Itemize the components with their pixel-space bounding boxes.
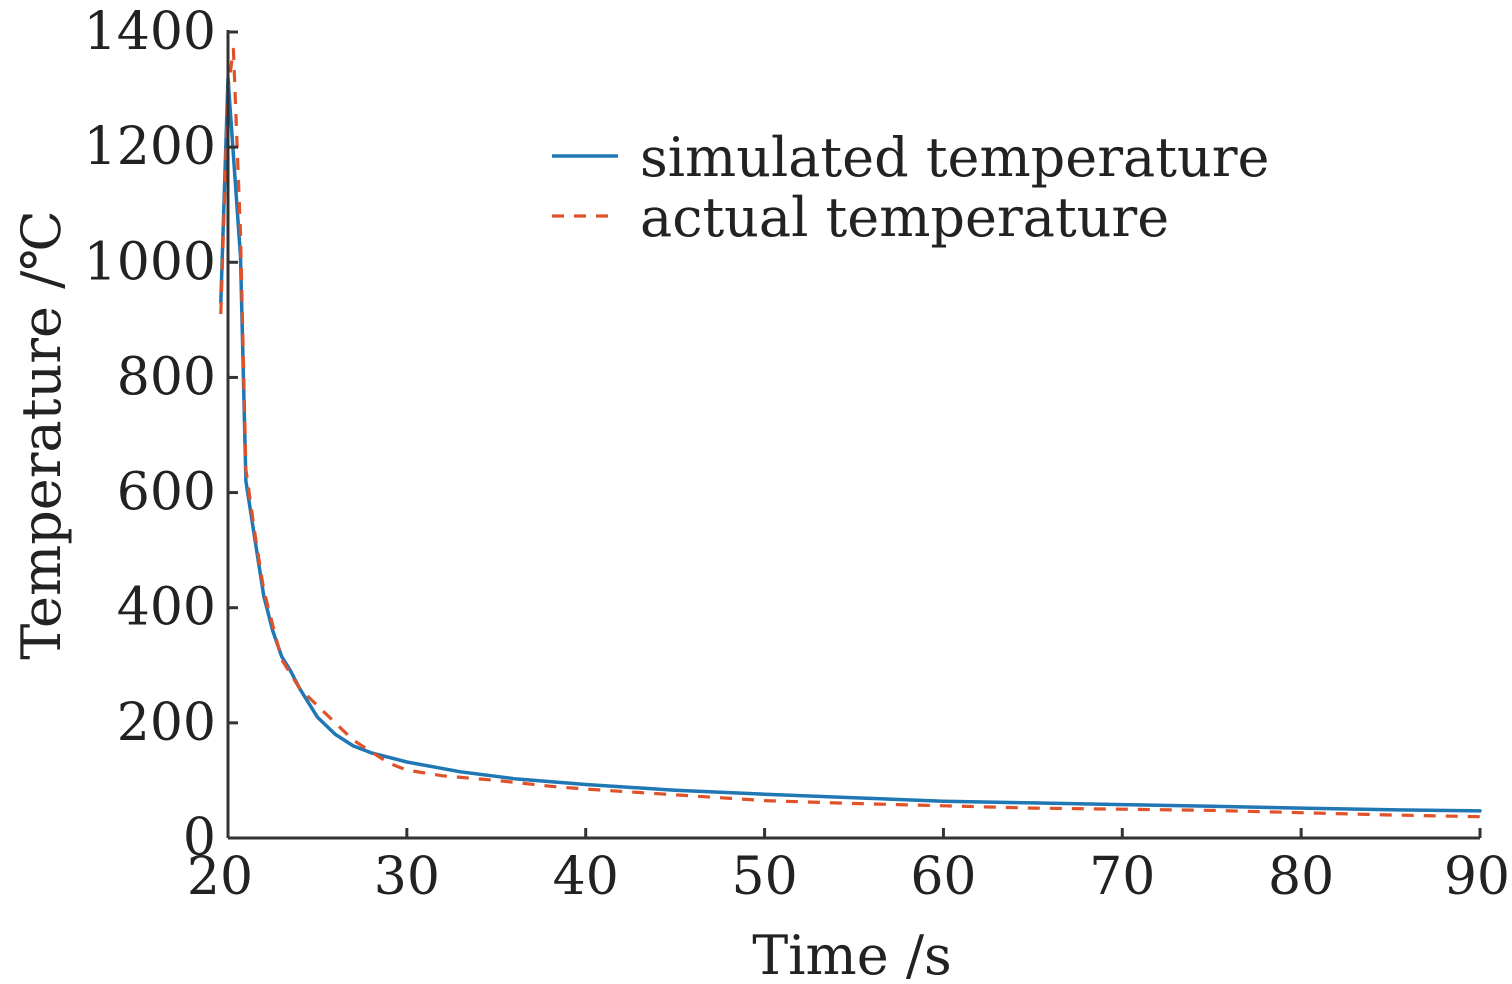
y-tick-label-1400: 1400 (84, 2, 216, 62)
y-tick-label-1200: 1200 (84, 117, 216, 177)
y-tick-label-800: 800 (117, 347, 216, 407)
legend: simulated temperature actual temperature (552, 126, 1269, 249)
legend-label-actual: actual temperature (640, 186, 1169, 249)
x-tick-label-20: 20 (187, 847, 253, 907)
y-tick-label-600: 600 (117, 463, 216, 523)
x-tick-label-60: 60 (910, 847, 976, 907)
x-axis-title: Time /s (752, 924, 952, 984)
series-line-simulated (219, 76, 1482, 813)
plot-area: 0 200 400 600 800 1000 1200 1400 20 30 40 50 60 70 80… (84, 2, 1510, 907)
x-tick-label-40: 40 (553, 847, 619, 907)
x-ticks: 20 30 40 50 60 70 80 90 (187, 828, 1510, 907)
series-layer (219, 47, 1482, 819)
legend-label-simulated: simulated temperature (640, 126, 1269, 189)
x-tick-label-50: 50 (731, 847, 797, 907)
y-tick-label-200: 200 (117, 693, 216, 753)
y-axis-title: Temperature /℃ (10, 210, 73, 660)
x-tick-label-80: 80 (1268, 847, 1334, 907)
x-tick-label-30: 30 (374, 847, 440, 907)
x-tick-label-70: 70 (1089, 847, 1155, 907)
y-tick-label-1000: 1000 (84, 232, 216, 292)
y-ticks: 0 200 400 600 800 1000 1200 1400 (84, 2, 238, 868)
y-tick-label-400: 400 (117, 578, 216, 638)
x-tick-label-90: 90 (1444, 847, 1510, 907)
series-line-actual (219, 47, 1481, 819)
y-tick-label-0: 0 (183, 808, 216, 868)
